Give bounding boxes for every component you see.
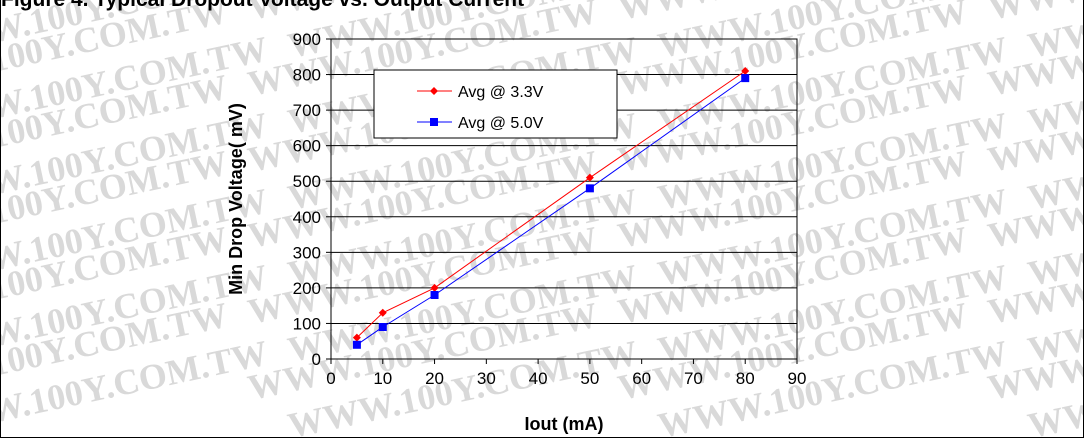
data-point-square: [378, 323, 387, 331]
legend-label: Avg @ 5.0V: [458, 115, 544, 132]
x-tick-label: 0: [326, 369, 335, 388]
y-tick-label: 700: [293, 101, 321, 120]
y-axis-label: Min Drop Voltage( mV): [226, 103, 246, 295]
legend-marker-square: [430, 118, 438, 126]
legend-marker-diamond: [430, 87, 438, 95]
x-tick-label: 30: [477, 369, 496, 388]
y-tick-label: 0: [312, 350, 321, 369]
legend: Avg @ 3.3V Avg @ 5.0V: [373, 69, 618, 139]
x-tick-label: 10: [373, 369, 392, 388]
data-point-square: [585, 184, 594, 193]
y-tick-label: 800: [293, 66, 321, 85]
legend-box: [373, 69, 618, 139]
x-tick-label: 80: [736, 369, 755, 388]
x-tick-label: 40: [529, 369, 548, 388]
data-point-diamond: [430, 283, 439, 292]
series-layer: [352, 67, 750, 349]
data-point-diamond: [741, 67, 750, 75]
data-point-square: [352, 340, 361, 349]
y-tick-label: 100: [293, 314, 321, 333]
x-tick-label: 50: [580, 369, 599, 388]
x-tick-label: 20: [425, 369, 444, 388]
y-tick-label: 900: [293, 30, 321, 49]
legend-label: Avg @ 3.3V: [458, 84, 544, 101]
figure-title: Figure 4. Typical Dropout Voltage vs. Ou…: [1, 0, 524, 12]
x-tick-label: 60: [632, 369, 651, 388]
axes: 0 100 200 300 400 500 600 700 800 900 0 10 20 30 40 50 6…: [293, 30, 807, 388]
y-tick-label: 600: [293, 137, 321, 156]
data-point-diamond: [585, 173, 594, 182]
y-tick-label: 400: [293, 208, 321, 227]
y-tick-label: 300: [293, 243, 321, 262]
plot-area-border: [330, 38, 798, 360]
y-tick-label: 500: [293, 172, 321, 191]
data-point-diamond: [378, 308, 387, 317]
y-tick-label: 200: [293, 279, 321, 298]
x-tick-label: 70: [684, 369, 703, 388]
data-point-square: [741, 74, 750, 83]
data-point-square: [430, 291, 439, 299]
x-axis-label: Iout (mA): [525, 414, 604, 434]
data-point-diamond: [352, 333, 361, 342]
x-tick-label: 90: [788, 369, 807, 388]
